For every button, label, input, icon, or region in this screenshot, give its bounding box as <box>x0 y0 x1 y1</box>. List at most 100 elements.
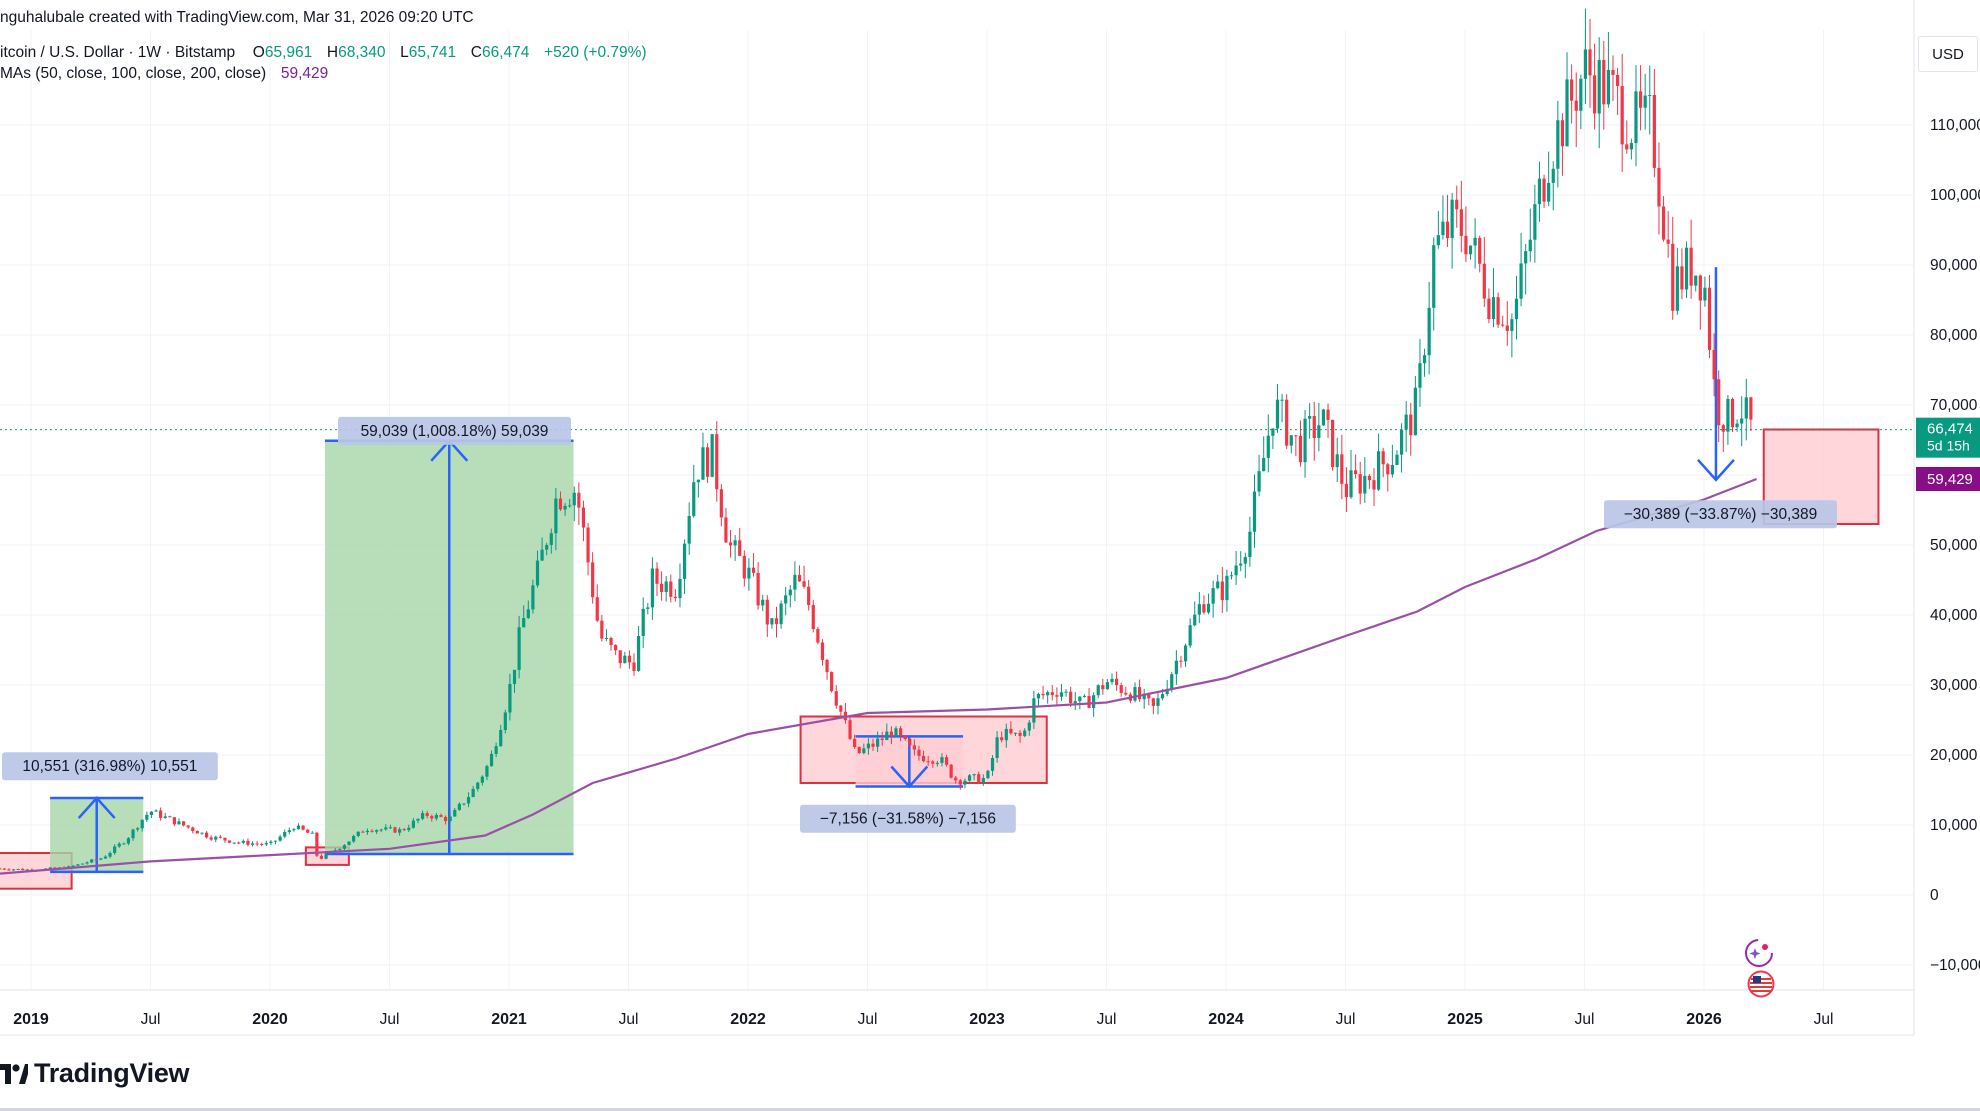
candle-body <box>388 827 393 829</box>
candle-body <box>926 761 930 763</box>
candle-body <box>1593 75 1597 114</box>
candle-body <box>912 745 916 750</box>
measure-arrowhead <box>77 796 116 819</box>
candle-body <box>324 853 328 859</box>
candle-body <box>416 818 420 821</box>
candle-body <box>1032 698 1036 723</box>
candle-body <box>692 482 696 516</box>
measure-label: 10,551 (316.98%) 10,551 <box>2 752 218 781</box>
candle-body <box>1372 480 1376 490</box>
x-tick-label: Jul <box>1336 1011 1356 1028</box>
candle-body <box>1050 692 1054 696</box>
candle-body <box>1317 425 1321 439</box>
candle-body <box>1629 143 1633 150</box>
candle-body <box>352 835 356 842</box>
candle-body <box>1675 266 1679 311</box>
candle-body <box>136 828 140 830</box>
candle-body <box>1749 397 1753 420</box>
ma-price-badge-bg <box>1916 466 1980 491</box>
candle-body <box>586 527 590 563</box>
candle-body <box>1197 604 1201 615</box>
candle-body <box>117 843 121 847</box>
us-flag-icon[interactable] <box>1746 969 1776 999</box>
high-value: 68,340 <box>338 44 386 61</box>
candle-body <box>742 555 746 579</box>
x-tick-label: 2026 <box>1686 1011 1722 1028</box>
candle-body <box>402 829 406 831</box>
candle-body <box>673 596 677 599</box>
candle-body <box>972 774 976 776</box>
candle-body <box>1225 575 1229 601</box>
candle-body <box>761 599 765 606</box>
low-value: 65,741 <box>408 44 457 61</box>
candle-body <box>609 637 613 646</box>
candle-body <box>1082 695 1087 697</box>
ma-price-value: 59,429 <box>1927 471 1973 488</box>
candle-body <box>434 815 438 819</box>
candle-body <box>1363 475 1367 494</box>
last-price-badge-bg <box>1916 417 1980 458</box>
candle-body <box>204 832 209 838</box>
candle-body <box>1110 678 1114 683</box>
candle-body <box>1643 95 1647 108</box>
candle-body <box>1707 287 1712 350</box>
candle-body <box>1340 454 1344 484</box>
candle-body <box>793 574 797 590</box>
ma-label[interactable]: MAs (50, close, 100, close, 200, close) <box>0 65 267 82</box>
candle-body <box>439 815 443 817</box>
candle-body <box>1740 418 1744 424</box>
brand-name: TradingView <box>34 1058 190 1088</box>
candle-body <box>784 595 788 604</box>
candle-body <box>443 816 448 822</box>
candle-body <box>1312 416 1316 439</box>
candle-body <box>420 813 425 819</box>
candle-body <box>384 827 388 830</box>
candle-body <box>848 720 852 739</box>
candle-body <box>1436 235 1440 246</box>
candle-body <box>489 753 494 767</box>
candle-body <box>1441 221 1445 236</box>
measure-label-text: 10,551 (316.98%) 10,551 <box>22 758 197 775</box>
candle-body <box>1335 454 1339 468</box>
candle-body <box>807 586 811 606</box>
candle-body <box>1519 263 1523 299</box>
sparkle-icon[interactable] <box>1744 938 1774 968</box>
x-tick-label: 2023 <box>969 1011 1005 1028</box>
candle-body <box>393 827 397 833</box>
candle-body <box>1666 239 1670 244</box>
candle-body <box>1105 682 1110 690</box>
candle-body <box>591 562 595 598</box>
candle-body <box>154 810 158 812</box>
candle-body <box>512 669 517 684</box>
candle-body <box>770 618 774 625</box>
candle-body <box>1004 728 1008 741</box>
candle-body <box>508 683 512 713</box>
tradingview-logo[interactable]: TradingView <box>0 1058 190 1089</box>
candle-body <box>1703 287 1707 301</box>
candle-body <box>710 434 714 477</box>
candle-body <box>214 836 218 840</box>
candle-body <box>1151 698 1155 706</box>
candle-body <box>774 618 779 625</box>
symbol-label[interactable]: itcoin / U.S. Dollar · 1W · Bitstamp <box>0 44 236 61</box>
candle-body <box>1156 698 1160 706</box>
candle-body <box>1013 732 1018 734</box>
candle-body <box>1027 722 1031 731</box>
ma-price-badge: 59,429 <box>1916 466 1980 491</box>
candle-body <box>232 842 236 844</box>
candle-body <box>1579 78 1583 111</box>
candle-body <box>103 856 108 859</box>
measure-label-bg <box>1604 500 1837 529</box>
candle-body <box>1514 298 1519 320</box>
candle-body <box>581 507 586 528</box>
candle-body <box>1216 581 1220 589</box>
candle-body <box>1078 696 1082 702</box>
currency-button[interactable]: USD <box>1918 36 1978 72</box>
candle-body <box>853 738 857 748</box>
y-tick-label: 0 <box>1930 887 1939 904</box>
low-label: L <box>400 44 409 61</box>
candle-body <box>1445 221 1450 239</box>
candle-body <box>21 868 25 871</box>
candle-body <box>480 776 484 783</box>
